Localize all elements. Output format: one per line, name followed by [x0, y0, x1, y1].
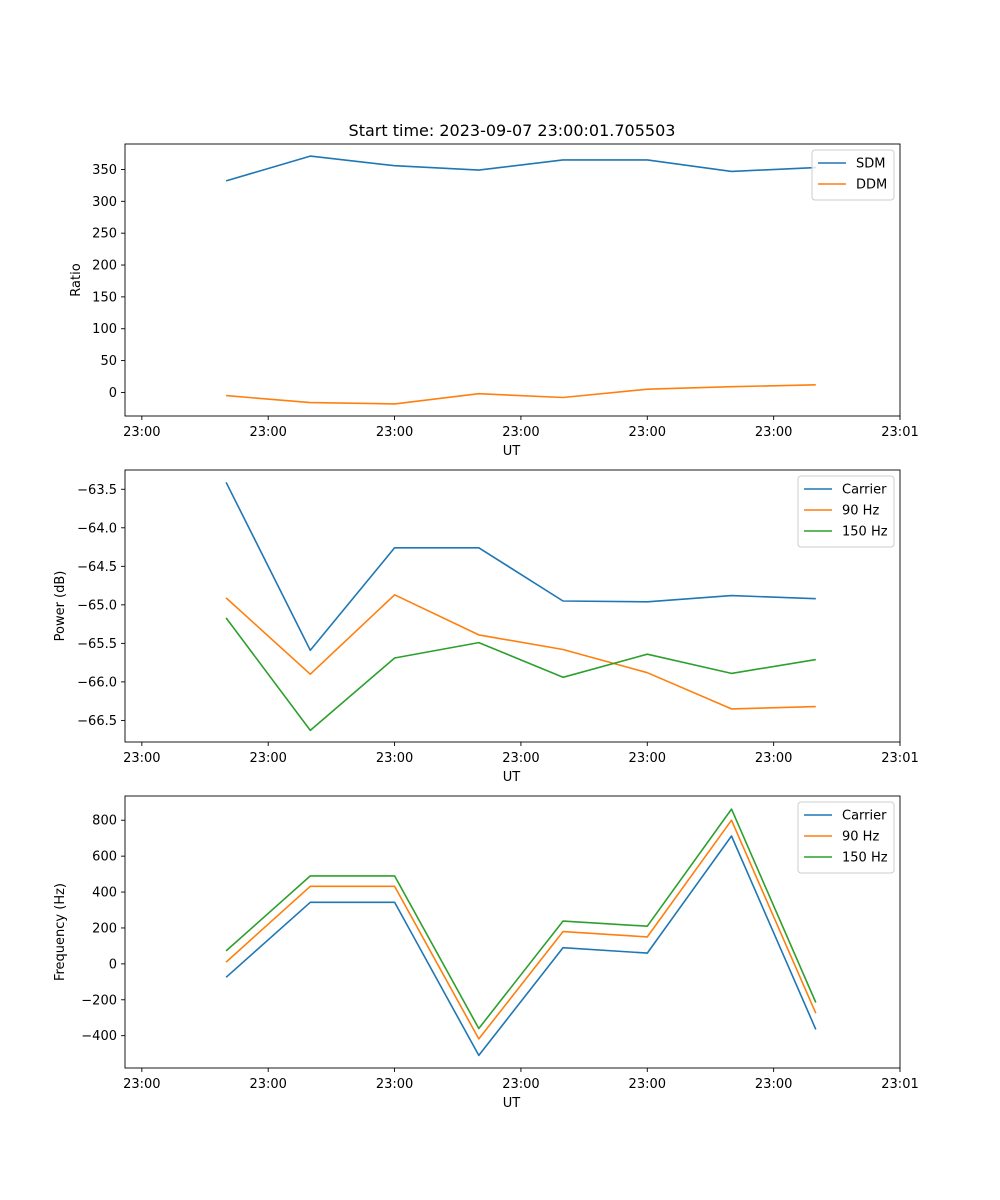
ratio-legend: SDM DDM [811, 149, 895, 201]
frequency-x-tick-label: 23:00 [376, 1077, 413, 1092]
power-x-tick-label: 23:00 [629, 751, 666, 766]
frequency-y-tick-label: 200 [92, 921, 117, 936]
ratio-x-tick-label: 23:00 [123, 425, 160, 440]
power-y-tick-label: −65.5 [77, 637, 117, 652]
ratio-legend-label-sdm: SDM [856, 157, 885, 172]
ratio-x-tick-label: 23:00 [629, 425, 666, 440]
frequency-series-carrier-line [225, 835, 817, 1057]
frequency-x-tick-label: 23:00 [755, 1077, 792, 1092]
ratio-x-tick-label: 23:00 [755, 425, 792, 440]
power-legend-box [797, 475, 895, 548]
frequency-series-150-hz-line [225, 808, 817, 1030]
power-x-tick-label: 23:00 [502, 751, 539, 766]
ratio-y-tick-label: 100 [92, 322, 117, 337]
ratio-legend-label-ddm: DDM [856, 178, 887, 193]
power-y-tick-label: −66.5 [77, 714, 117, 729]
power-legend-label-90-hz: 90 Hz [842, 504, 879, 519]
ratio-y-tick-label: 150 [92, 290, 117, 305]
power-y-tick-label: −63.5 [77, 483, 117, 498]
power-y-tick-label: −65.0 [77, 598, 117, 613]
frequency-x-tick-label: 23:00 [629, 1077, 666, 1092]
frequency-plot-area [125, 796, 900, 1068]
power-legend: Carrier 90 Hz 150 Hz [797, 475, 895, 548]
frequency-legend-label-90-hz: 90 Hz [842, 830, 879, 845]
power-x-tick-label: 23:00 [249, 751, 286, 766]
frequency-x-axis-label: UT [503, 1096, 521, 1111]
frequency-legend-label-carrier: Carrier [842, 809, 887, 824]
ratio-x-tick-label: 23:01 [881, 425, 918, 440]
ratio-series-ddm-line [226, 384, 816, 405]
power-x-axis-label: UT [503, 770, 521, 785]
power-plot-area [125, 470, 900, 742]
power-y-axis-label: Power (dB) [53, 571, 68, 642]
ratio-x-tick-label: 23:00 [249, 425, 286, 440]
ratio-x-axis-label: UT [503, 444, 521, 459]
frequency-axes-frame [124, 795, 901, 1069]
power-y-tick-label: −64.0 [77, 521, 117, 536]
ratio-y-tick-label: 200 [92, 259, 117, 274]
power-x-tick-label: 23:00 [755, 751, 792, 766]
frequency-panel: 23:00 23:00 23:00 23:00 23:00 23:00 23:01 −400 −… [53, 795, 919, 1111]
ratio-y-tick-label: 250 [92, 227, 117, 242]
power-legend-label-150-hz: 150 Hz [842, 525, 888, 540]
frequency-x-tick-label: 23:00 [249, 1077, 286, 1092]
frequency-series-90-hz-line [225, 819, 817, 1040]
frequency-x-tick-label: 23:00 [123, 1077, 160, 1092]
power-panel: 23:00 23:00 23:00 23:00 23:00 23:00 23:01 −66.5… [53, 469, 919, 785]
power-axes-frame [124, 469, 901, 743]
frequency-legend-label-150-hz: 150 Hz [842, 851, 888, 866]
ratio-y-tick-label: 350 [92, 163, 117, 178]
power-y-tick-label: −64.5 [77, 560, 117, 575]
power-legend-label-carrier: Carrier [842, 483, 887, 498]
ratio-y-tick-label: 300 [92, 195, 117, 210]
frequency-legend-box [797, 801, 895, 874]
frequency-y-tick-label: 0 [109, 957, 117, 972]
power-series-90-hz-line [225, 593, 816, 710]
frequency-y-tick-label: 800 [92, 814, 117, 829]
frequency-y-axis-label: Frequency (Hz) [53, 883, 68, 981]
ratio-y-tick-label: 50 [100, 354, 117, 369]
ratio-x-tick-label: 23:00 [502, 425, 539, 440]
frequency-x-tick-label: 23:01 [881, 1077, 918, 1092]
frequency-y-tick-label: 400 [92, 886, 117, 901]
power-x-tick-label: 23:00 [123, 751, 160, 766]
ratio-y-axis-label: Ratio [69, 263, 84, 296]
frequency-y-tick-label: −200 [81, 993, 117, 1008]
power-x-tick-label: 23:01 [881, 751, 918, 766]
ratio-y-tick-label: 0 [109, 386, 117, 401]
ratio-series-sdm-line [225, 155, 816, 182]
frequency-y-tick-label: −400 [81, 1029, 117, 1044]
power-x-tick-label: 23:00 [376, 751, 413, 766]
frequency-legend: Carrier 90 Hz 150 Hz [797, 801, 895, 874]
frequency-y-tick-label: 600 [92, 850, 117, 865]
power-series-carrier-line [225, 481, 816, 652]
ratio-axes-frame [124, 143, 901, 417]
frequency-x-tick-label: 23:00 [502, 1077, 539, 1092]
ratio-plot-area [125, 144, 900, 416]
figure-title: Start time: 2023-09-07 23:00:01.705503 [349, 121, 676, 140]
power-y-tick-label: −66.0 [77, 675, 117, 690]
ratio-x-tick-label: 23:00 [376, 425, 413, 440]
power-series-150-hz-line [225, 617, 816, 732]
ratio-panel: 23:00 23:00 23:00 23:00 23:00 23:00 23:01 0 50 10… [69, 143, 919, 459]
